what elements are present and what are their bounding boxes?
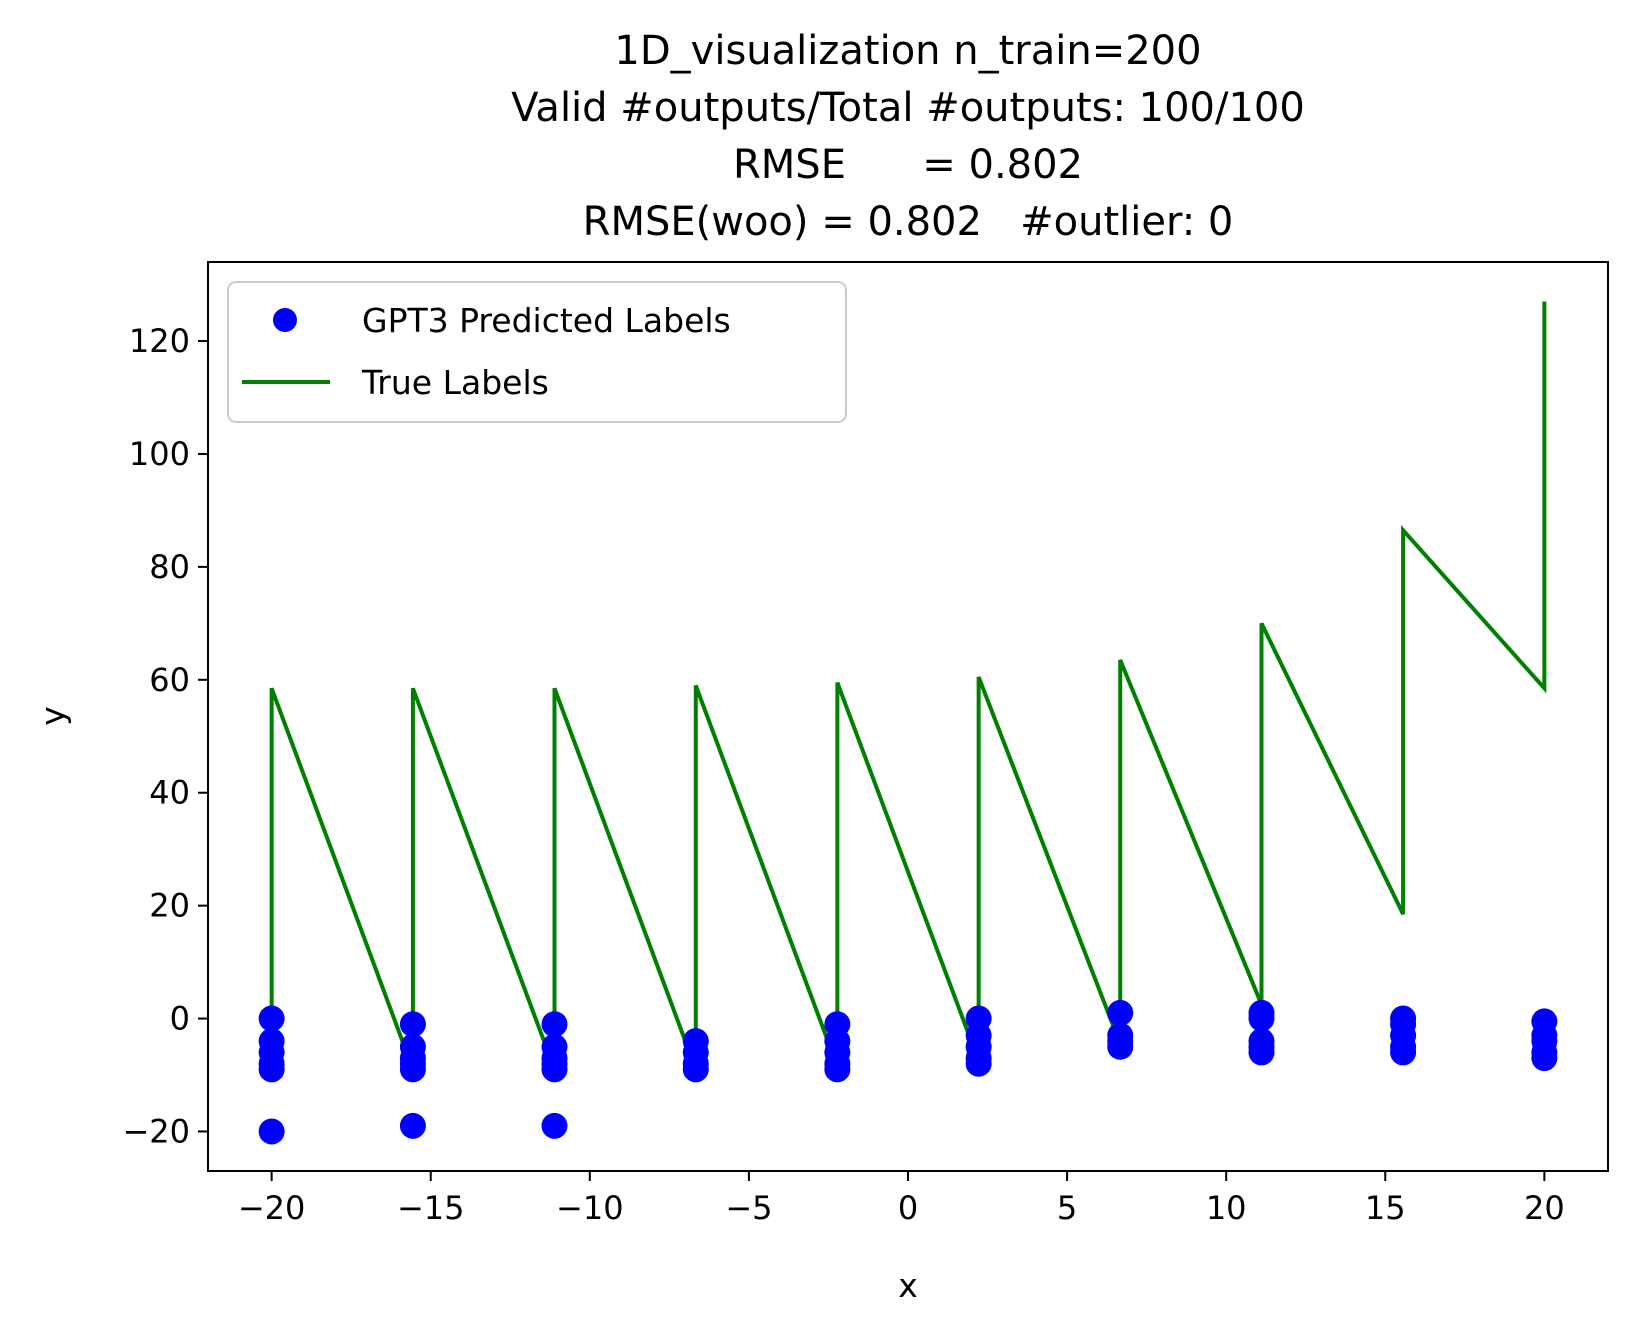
predicted-label-point (1107, 1033, 1134, 1060)
x-tick-label: 0 (898, 1189, 918, 1227)
predicted-label-point (1107, 999, 1134, 1026)
y-tick-label: 80 (149, 548, 190, 586)
predicted-label-point (399, 1011, 426, 1038)
x-axis-ticks: −20 −15 −10 −5 0 5 10 15 20 (238, 1171, 1565, 1227)
y-tick-label: 120 (129, 322, 190, 360)
predicted-label-point (965, 1050, 992, 1077)
predicted-label-point (541, 1011, 568, 1038)
true-labels-layer (269, 301, 1547, 1071)
predicted-labels-layer (258, 999, 1558, 1145)
x-tick-label: −15 (397, 1189, 465, 1227)
predicted-label-point (258, 1005, 285, 1032)
title-line-1: 1D_visualization n_train=200 (614, 28, 1201, 74)
y-tick-label: 60 (149, 661, 190, 699)
true-labels-line (269, 301, 1547, 1071)
predicted-label-point (258, 1056, 285, 1083)
predicted-label-point (1531, 1045, 1558, 1072)
predicted-label-point (824, 1056, 851, 1083)
predicted-label-point (1248, 1005, 1275, 1032)
predicted-label-point (541, 1056, 568, 1083)
predicted-label-point (399, 1056, 426, 1083)
x-tick-label: 10 (1206, 1189, 1247, 1227)
x-tick-label: 5 (1057, 1189, 1077, 1227)
legend-marker-predicted (273, 308, 297, 332)
legend-label-true: True Labels (361, 363, 549, 402)
title-line-2: Valid #outputs/Total #outputs: 100/100 (511, 85, 1305, 131)
plot-frame (207, 261, 1609, 1172)
chart-title: 1D_visualization n_train=200 Valid #outp… (511, 28, 1305, 245)
predicted-label-point (258, 1118, 285, 1145)
x-tick-label: −10 (556, 1189, 624, 1227)
predicted-label-point (541, 1112, 568, 1139)
legend-label-predicted: GPT3 Predicted Labels (362, 301, 731, 340)
title-line-3: RMSE = 0.802 (733, 142, 1083, 188)
x-tick-label: −20 (238, 1189, 306, 1227)
predicted-label-point (1390, 1039, 1417, 1066)
y-tick-label: 0 (170, 1000, 190, 1038)
legend: GPT3 Predicted Labels True Labels (227, 281, 847, 423)
y-tick-label: 20 (149, 887, 190, 925)
y-tick-label: 40 (149, 774, 190, 812)
predicted-label-point (1248, 1039, 1275, 1066)
x-tick-label: 20 (1524, 1189, 1565, 1227)
y-tick-label: −20 (122, 1112, 190, 1150)
predicted-label-point (399, 1112, 426, 1139)
x-tick-label: 15 (1365, 1189, 1406, 1227)
x-tick-label: −5 (725, 1189, 772, 1227)
x-axis-label: x (898, 1266, 918, 1305)
y-tick-label: 100 (129, 435, 190, 473)
y-axis-label: y (33, 706, 72, 726)
y-axis-ticks: −20 0 20 40 60 80 100 120 (122, 322, 208, 1150)
legend-box (227, 281, 847, 423)
title-line-4: RMSE(woo) = 0.802 #outlier: 0 (583, 199, 1234, 245)
predicted-label-point (682, 1056, 709, 1083)
plot-series (258, 301, 1558, 1145)
